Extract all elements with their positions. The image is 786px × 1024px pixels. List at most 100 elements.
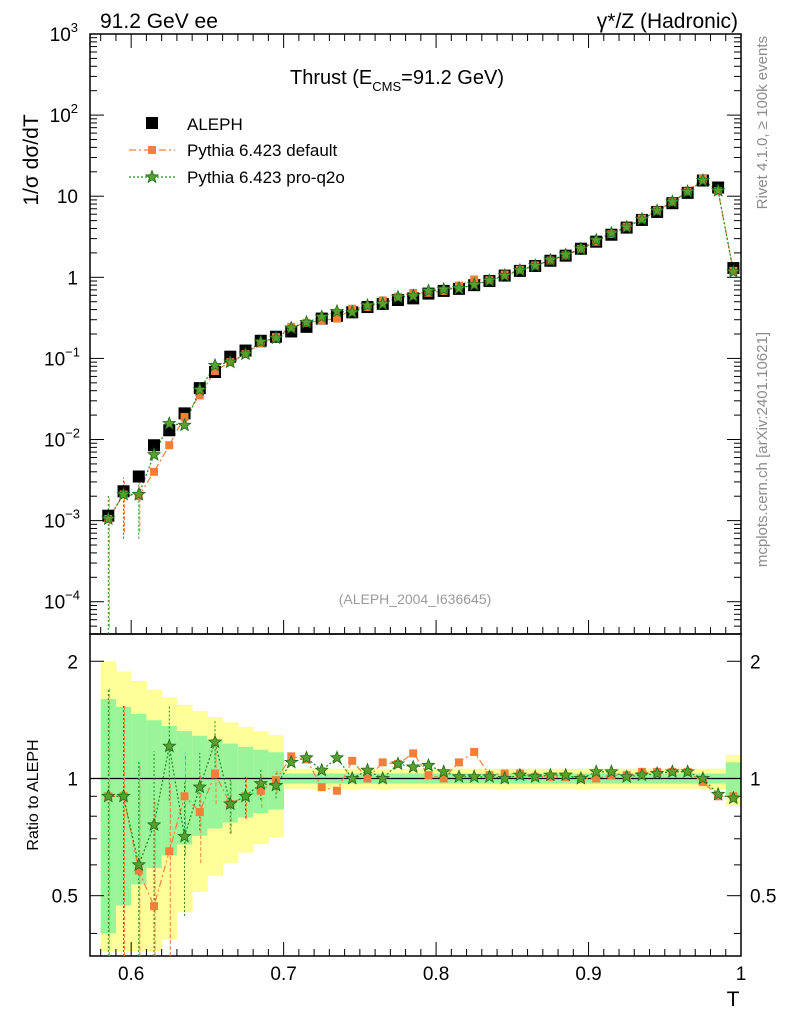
data-point-default xyxy=(211,366,220,375)
ratio-point-proq2o xyxy=(619,769,634,784)
ratio-point-default xyxy=(134,866,143,875)
green-band-bin xyxy=(725,762,742,797)
ratio-point-proq2o xyxy=(482,769,497,784)
y-tick-label: 102 xyxy=(50,101,78,127)
ratio-y-tick-label-right: 0.5 xyxy=(750,887,776,908)
x-tick-label: 1 xyxy=(736,964,747,985)
ratio-point-proq2o xyxy=(451,769,467,784)
legend: ALEPH Pythia 6.423 default Pythia 6.423 … xyxy=(129,115,345,187)
ratio-point-proq2o xyxy=(146,817,162,831)
data-point-proq2o xyxy=(314,309,329,324)
data-point-proq2o xyxy=(604,225,619,240)
data-point-proq2o xyxy=(238,346,253,361)
ratio-point-proq2o xyxy=(238,788,253,803)
data-point-proq2o xyxy=(268,330,284,345)
ratio-point-default xyxy=(256,786,265,795)
ratio-point-proq2o xyxy=(512,767,528,782)
ratio-point-default xyxy=(378,758,387,767)
ratio-point-proq2o xyxy=(405,759,421,774)
data-point-proq2o xyxy=(649,203,665,218)
x-tick-label: 0.6 xyxy=(118,964,144,985)
ratio-point-proq2o xyxy=(588,764,604,779)
data-point-proq2o xyxy=(192,382,208,397)
ratio-point-default xyxy=(607,771,616,780)
data-point-default xyxy=(195,391,204,400)
ratio-point-proq2o xyxy=(558,767,573,782)
ratio-point-proq2o xyxy=(284,754,299,769)
ratio-point-proq2o xyxy=(634,767,650,782)
ratio-point-default xyxy=(698,777,707,786)
y-tick-label: 10−3 xyxy=(44,507,80,533)
data-point-proq2o xyxy=(344,304,360,319)
data-point-aleph xyxy=(132,470,145,483)
ratio-point-default xyxy=(317,783,326,792)
data-point-proq2o xyxy=(101,511,116,526)
ratio-point-proq2o xyxy=(390,756,406,771)
data-point-proq2o xyxy=(405,288,421,303)
rivet-label: Rivet 4.1.0, ≥ 100k events xyxy=(754,36,771,209)
data-point-proq2o xyxy=(146,447,162,461)
y-axis-label-ratio: Ratio to ALEPH xyxy=(25,739,42,850)
ratio-point-default xyxy=(195,808,204,817)
y-axis-label-main: 1/σ dσ/dT xyxy=(20,114,43,205)
ratio-point-proq2o xyxy=(527,769,543,784)
ratio-point-default xyxy=(332,786,341,795)
ratio-point-proq2o xyxy=(649,765,665,780)
data-point-proq2o xyxy=(223,354,238,369)
ratio-point-proq2o xyxy=(344,770,360,785)
data-point-proq2o xyxy=(573,241,589,255)
ratio-point-proq2o xyxy=(207,734,223,749)
data-marks xyxy=(101,172,741,956)
data-point-proq2o xyxy=(665,194,680,209)
ratio-point-default xyxy=(150,902,159,911)
ratio-point-proq2o xyxy=(360,762,375,777)
y-tick-base: 10 xyxy=(44,431,65,452)
y-tick-exponent: −4 xyxy=(65,588,80,603)
y-tick-exponent: −3 xyxy=(65,507,80,522)
ratio-point-proq2o xyxy=(665,764,680,778)
analysis-tag: (ALEPH_2004_I636645) xyxy=(339,591,492,607)
data-point-proq2o xyxy=(558,247,573,261)
ratio-point-proq2o xyxy=(116,788,131,803)
data-point-proq2o xyxy=(726,264,741,278)
data-point-proq2o xyxy=(375,296,390,311)
y-tick-label: 10−4 xyxy=(44,588,80,614)
mcplots-label: mcplots.cern.ch [arXiv:2401.10621] xyxy=(754,332,771,567)
data-point-default xyxy=(180,412,189,421)
ratio-point-proq2o xyxy=(253,775,268,790)
y-tick-label: 103 xyxy=(50,20,78,46)
y-tick-base: 10 xyxy=(44,349,65,370)
plot-title-sub: CMS xyxy=(372,79,401,94)
ratio-point-proq2o xyxy=(375,770,390,785)
legend-marker-aleph xyxy=(146,117,158,129)
ratio-point-proq2o xyxy=(573,770,589,785)
y-tick-base: 10 xyxy=(50,106,71,127)
y-tick-base: 10 xyxy=(44,512,65,533)
ratio-point-proq2o xyxy=(497,770,512,785)
y-tick-base: 10 xyxy=(44,593,65,614)
ratio-point-default xyxy=(363,774,372,783)
ratio-point-proq2o xyxy=(314,762,329,777)
ratio-point-default xyxy=(165,847,174,856)
data-point-default xyxy=(165,441,174,450)
data-point-proq2o xyxy=(253,334,268,348)
series-line-default xyxy=(107,178,734,520)
ratio-point-proq2o xyxy=(177,828,192,843)
ratio-y-tick-label: 1 xyxy=(67,769,78,790)
data-point-proq2o xyxy=(162,415,177,430)
data-point-proq2o xyxy=(527,258,543,272)
data-point-proq2o xyxy=(329,303,345,318)
legend-label-proq2o: Pythia 6.423 pro-q2o xyxy=(187,168,345,187)
ratio-point-proq2o xyxy=(192,779,208,794)
header-left: 91.2 GeV ee xyxy=(100,10,218,33)
data-point-proq2o xyxy=(421,283,436,298)
ratio-point-default xyxy=(409,749,418,758)
ratio-point-proq2o xyxy=(421,757,436,772)
x-tick-label: 0.7 xyxy=(270,964,296,985)
data-point-proq2o xyxy=(131,486,147,501)
data-point-proq2o xyxy=(451,280,467,295)
ratio-plot-frame xyxy=(89,633,742,957)
data-point-proq2o xyxy=(680,184,695,198)
ratio-point-default xyxy=(592,774,601,783)
